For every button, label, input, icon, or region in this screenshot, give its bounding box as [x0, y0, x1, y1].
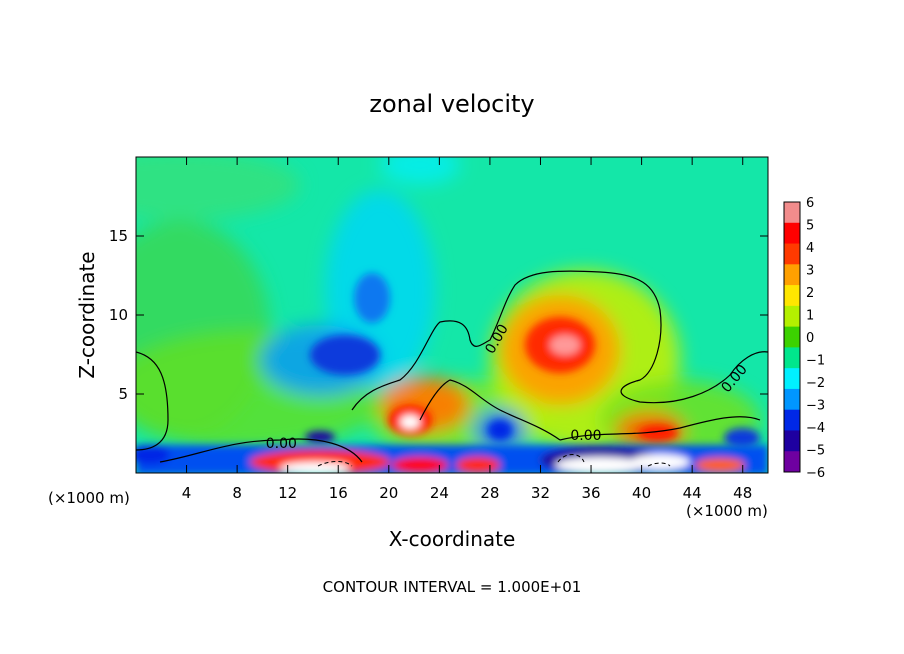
colorbar-swatch: [784, 430, 800, 452]
colorbar-swatch: [784, 222, 800, 245]
x-unit-label-left: (×1000 m): [48, 489, 130, 507]
colorbar-swatch: [784, 202, 800, 224]
x-tick-label: 44: [683, 484, 702, 502]
colorbar-tick-label: −2: [806, 376, 825, 391]
x-tick-label: 20: [379, 484, 398, 502]
colorbar-tick-label: 0: [806, 331, 814, 346]
x-tick-label: 28: [480, 484, 499, 502]
colorbar-tick-label: −5: [806, 444, 825, 459]
colorbar-swatch: [784, 285, 800, 307]
colorbar-tick-label: −1: [806, 354, 825, 369]
y-axis: 5 10 15: [109, 227, 768, 403]
chart-title: zonal velocity: [369, 90, 534, 118]
colorbar-swatch: [784, 305, 800, 328]
colorbar-swatch: [784, 243, 800, 265]
colorbar-tick-label: 2: [806, 286, 814, 301]
x-tick-label: 32: [531, 484, 550, 502]
surface-layer: [136, 445, 768, 473]
x-tick-label: 12: [278, 484, 297, 502]
colorbar-frame: [783, 201, 801, 473]
x-axis-title: X-coordinate: [389, 527, 516, 551]
colorbar-swatch: [784, 409, 800, 431]
colorbar-swatch: [784, 368, 800, 390]
y-axis-title: Z-coordinate: [75, 251, 99, 378]
contour-label: 0.00: [266, 436, 297, 452]
colorbar-tick-label: 6: [806, 196, 814, 211]
colorbar-tick-label: −4: [806, 421, 825, 436]
x-axis: 4 8 12 16 20 24 28 32 36 40 44 48: [182, 157, 752, 502]
x-tick-label: 4: [182, 484, 192, 502]
field-core-layer: [305, 273, 760, 448]
negative-contours: [317, 454, 671, 467]
colorbar-tick-label: −6: [806, 466, 825, 481]
colorbar-tick-label: 1: [806, 309, 814, 324]
colorbar-tick-label: 5: [806, 219, 814, 234]
colorbar-tick-label: −3: [806, 399, 825, 414]
y-tick-label: 10: [109, 306, 128, 324]
colorbar-swatch: [784, 347, 800, 369]
x-tick-label: 8: [232, 484, 242, 502]
colorbar-swatch: [784, 326, 800, 348]
x-unit-label-right: (×1000 m): [686, 502, 768, 520]
y-tick-label: 5: [118, 385, 128, 403]
colorbar-swatch: [784, 264, 800, 286]
zero-contours: [136, 270, 768, 463]
colorbar: 6 5 4 3 2 1 0 −1 −2 −3 −4 −5 −6: [783, 196, 825, 481]
y-tick-label: 15: [109, 227, 128, 245]
contour-label: 0.00: [570, 428, 601, 444]
colorbar-tick-label: 3: [806, 264, 814, 279]
contour-interval-note: CONTOUR INTERVAL = 1.000E+01: [323, 578, 582, 596]
colorbar-tick-label: 4: [806, 241, 814, 256]
x-tick-label: 24: [430, 484, 449, 502]
colorbar-swatch: [784, 388, 800, 411]
x-tick-label: 16: [329, 484, 348, 502]
colorbar-swatch: [784, 451, 800, 473]
plot-area: 0.000.000.000.00: [136, 157, 768, 473]
x-tick-label: 48: [733, 484, 752, 502]
x-tick-label: 36: [581, 484, 600, 502]
x-tick-label: 40: [632, 484, 651, 502]
